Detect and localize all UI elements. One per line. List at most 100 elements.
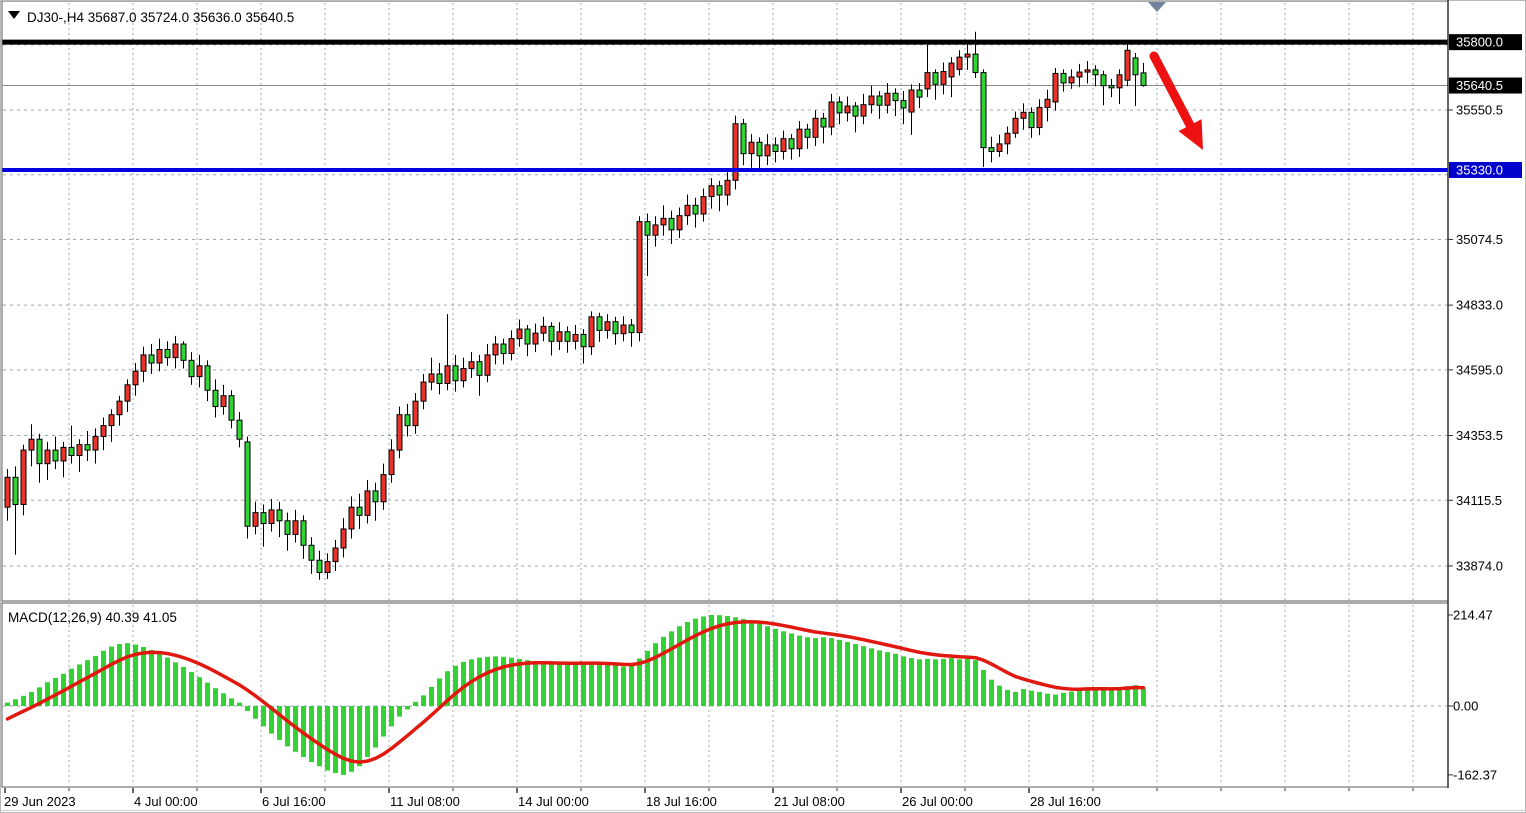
bear-candle [1140, 72, 1147, 87]
macd-histogram-bar [789, 633, 794, 706]
horizontal-lines-layer[interactable] [2, 39, 1448, 172]
macd-histogram-bar [453, 665, 458, 706]
bear-candle [804, 128, 811, 138]
macd-histogram-bar [37, 687, 42, 706]
bear-candle [668, 217, 675, 231]
bull-candle [516, 328, 523, 340]
macd-histogram-bar [717, 615, 722, 706]
bear-candle [212, 389, 219, 408]
bear-candle [564, 331, 571, 342]
annotations-layer[interactable] [1148, 2, 1203, 150]
macd-histogram-bar [797, 635, 802, 706]
bull-candle [700, 196, 707, 215]
resistance-price-badge [1449, 34, 1522, 51]
chart-shift-marker-icon[interactable] [1148, 2, 1166, 12]
time-axis-label: 29 Jun 2023 [4, 794, 76, 809]
macd-histogram-bar [493, 656, 498, 706]
sell-direction-arrow[interactable] [1178, 119, 1203, 150]
bull-candle [724, 179, 731, 196]
bear-candle [900, 100, 907, 109]
macd-histogram-bar [381, 706, 386, 737]
bull-candle [860, 104, 867, 117]
macd-histogram-bar [1085, 687, 1090, 706]
macd-histogram-bar [77, 664, 82, 706]
macd-histogram-bar [741, 619, 746, 706]
bear-candle [932, 72, 939, 85]
symbol-dropdown-icon[interactable] [8, 11, 20, 19]
bear-candle [68, 446, 75, 457]
macd-histogram-bar [941, 658, 946, 706]
macd-histogram-bar [1101, 689, 1106, 706]
macd-histogram-bar [205, 682, 210, 706]
bear-candle [12, 476, 19, 505]
bear-candle [916, 89, 923, 98]
bull-candle [676, 215, 683, 231]
chart-title-quote: DJ30-,H4 35687.0 35724.0 35636.0 35640.5 [27, 10, 294, 25]
bear-candle [204, 365, 211, 391]
macd-histogram-bar [525, 660, 530, 706]
resistance-price-badge-text: 35800.0 [1456, 35, 1503, 50]
time-axis-label: 4 Jul 00:00 [134, 794, 198, 809]
macd-histogram-bar [181, 666, 186, 706]
bull-candle [196, 365, 203, 378]
macd-histogram-bar [677, 626, 682, 706]
price-axis-label: 35074.5 [1456, 232, 1503, 247]
macd-histogram-bar [589, 663, 594, 706]
macd-histogram-bar [373, 706, 378, 748]
macd-histogram-bar [885, 652, 890, 706]
bear-candle [788, 138, 795, 150]
bull-candle [340, 528, 347, 549]
macd-histogram-bar [733, 617, 738, 706]
macd-histogram-bar [565, 663, 570, 706]
macd-histogram-bar [157, 653, 162, 706]
macd-histogram-bar [1125, 686, 1130, 706]
bear-candle [436, 373, 443, 384]
macd-histogram-bar [973, 660, 978, 706]
macd-histogram-bar [581, 662, 586, 706]
bull-candle [428, 373, 435, 383]
bear-candle [628, 324, 635, 334]
macd-histogram-bar [1077, 689, 1082, 706]
macd-histogram-bar [277, 706, 282, 740]
macd-histogram-bar [245, 706, 250, 712]
macd-axis-label: -162.37 [1453, 767, 1497, 782]
bull-candle [324, 561, 331, 573]
price-axis-label: 33874.0 [1456, 558, 1503, 573]
bear-candle [52, 449, 59, 462]
macd-histogram-bar [517, 658, 522, 706]
bear-candle [308, 544, 315, 561]
bull-candle [652, 224, 659, 236]
bull-candle [468, 361, 475, 369]
bear-candle [148, 354, 155, 364]
bull-candle [364, 490, 371, 516]
macd-histogram-bar [45, 682, 50, 706]
bear-candle [404, 414, 411, 427]
bull-candle [964, 53, 971, 58]
bull-candle [124, 384, 131, 402]
macd-histogram-bar [429, 686, 434, 706]
bear-candle [36, 438, 43, 465]
macd-histogram-bar [965, 658, 970, 706]
bear-candle [276, 509, 283, 522]
bull-candle [684, 204, 691, 217]
bear-candle [972, 53, 979, 74]
bull-candle [412, 400, 419, 427]
macd-histogram-bar [261, 706, 266, 727]
macd-histogram-bar [837, 639, 842, 706]
macd-histogram-bar [509, 657, 514, 706]
macd-histogram-bar [869, 648, 874, 706]
macd-histogram-bar [93, 655, 98, 706]
bull-candle [532, 332, 539, 345]
macd-histogram-bar [389, 706, 394, 727]
bull-candle [348, 506, 355, 530]
bull-candle [20, 449, 27, 505]
macd-histogram-bar [197, 677, 202, 706]
bull-candle [780, 138, 787, 152]
bull-candle [156, 348, 163, 364]
bull-candle [660, 217, 667, 226]
bull-candle [556, 331, 563, 342]
macd-histogram-bar [829, 638, 834, 706]
price-axis-label: 35550.5 [1456, 103, 1503, 118]
bear-candle [876, 95, 883, 106]
